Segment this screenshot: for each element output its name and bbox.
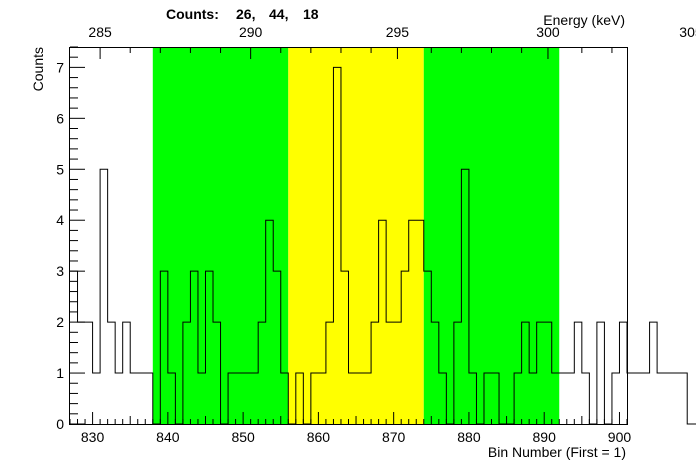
y-tick-label: 5 — [56, 161, 64, 177]
y-tick-label: 6 — [56, 110, 64, 126]
y-tick-label: 3 — [56, 263, 64, 279]
x-tick-label: 900 — [608, 429, 632, 445]
x-tick-label: 870 — [382, 429, 406, 445]
y-tick-label: 1 — [56, 365, 64, 381]
histogram-line — [70, 66, 696, 425]
x2-tick-label: 290 — [239, 24, 263, 40]
axis-ticks: 830 840 850 860 870 880 890 900 0 1 2 3 4 5 6 7 285 290 29… — [56, 24, 696, 445]
region-2 — [288, 47, 424, 424]
histogram-bins — [70, 66, 696, 425]
x2-tick-label: 285 — [88, 24, 112, 40]
x2-tick-label: 295 — [386, 24, 410, 40]
summary-label: Counts: — [166, 6, 219, 22]
summary-value-3: 18 — [303, 6, 319, 22]
y-tick-label: 7 — [56, 59, 64, 75]
x2-tick-label: 305 — [679, 24, 696, 40]
plot-frame — [69, 47, 628, 425]
x-tick-label: 840 — [156, 429, 180, 445]
y-tick-label: 4 — [56, 212, 64, 228]
shaded-regions — [152, 47, 560, 424]
x-axis-title: Bin Number (First = 1) — [488, 444, 626, 460]
x2-axis-title: Energy (keV) — [543, 12, 625, 28]
x2-tick-label: 300 — [536, 24, 560, 40]
summary-value-2: 44, — [269, 6, 288, 22]
x-tick-label: 860 — [307, 429, 331, 445]
summary-value-1: 26, — [236, 6, 255, 22]
y-tick-label: 0 — [56, 416, 64, 432]
y-axis-title: Counts — [30, 47, 46, 91]
x-tick-label: 850 — [231, 429, 255, 445]
x-tick-label: 880 — [457, 429, 481, 445]
x-tick-label: 830 — [81, 429, 105, 445]
region-3 — [423, 47, 560, 424]
y-tick-label: 2 — [56, 314, 64, 330]
x-tick-label: 890 — [533, 429, 557, 445]
